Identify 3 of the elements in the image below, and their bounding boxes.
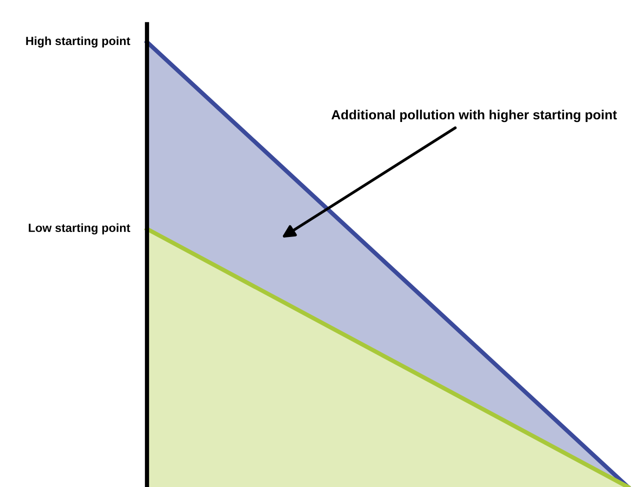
annotation: Low starting point	[28, 223, 130, 234]
annotation: Additional pollution with higher starting point	[332, 110, 617, 122]
annotation: High starting point	[26, 36, 130, 48]
